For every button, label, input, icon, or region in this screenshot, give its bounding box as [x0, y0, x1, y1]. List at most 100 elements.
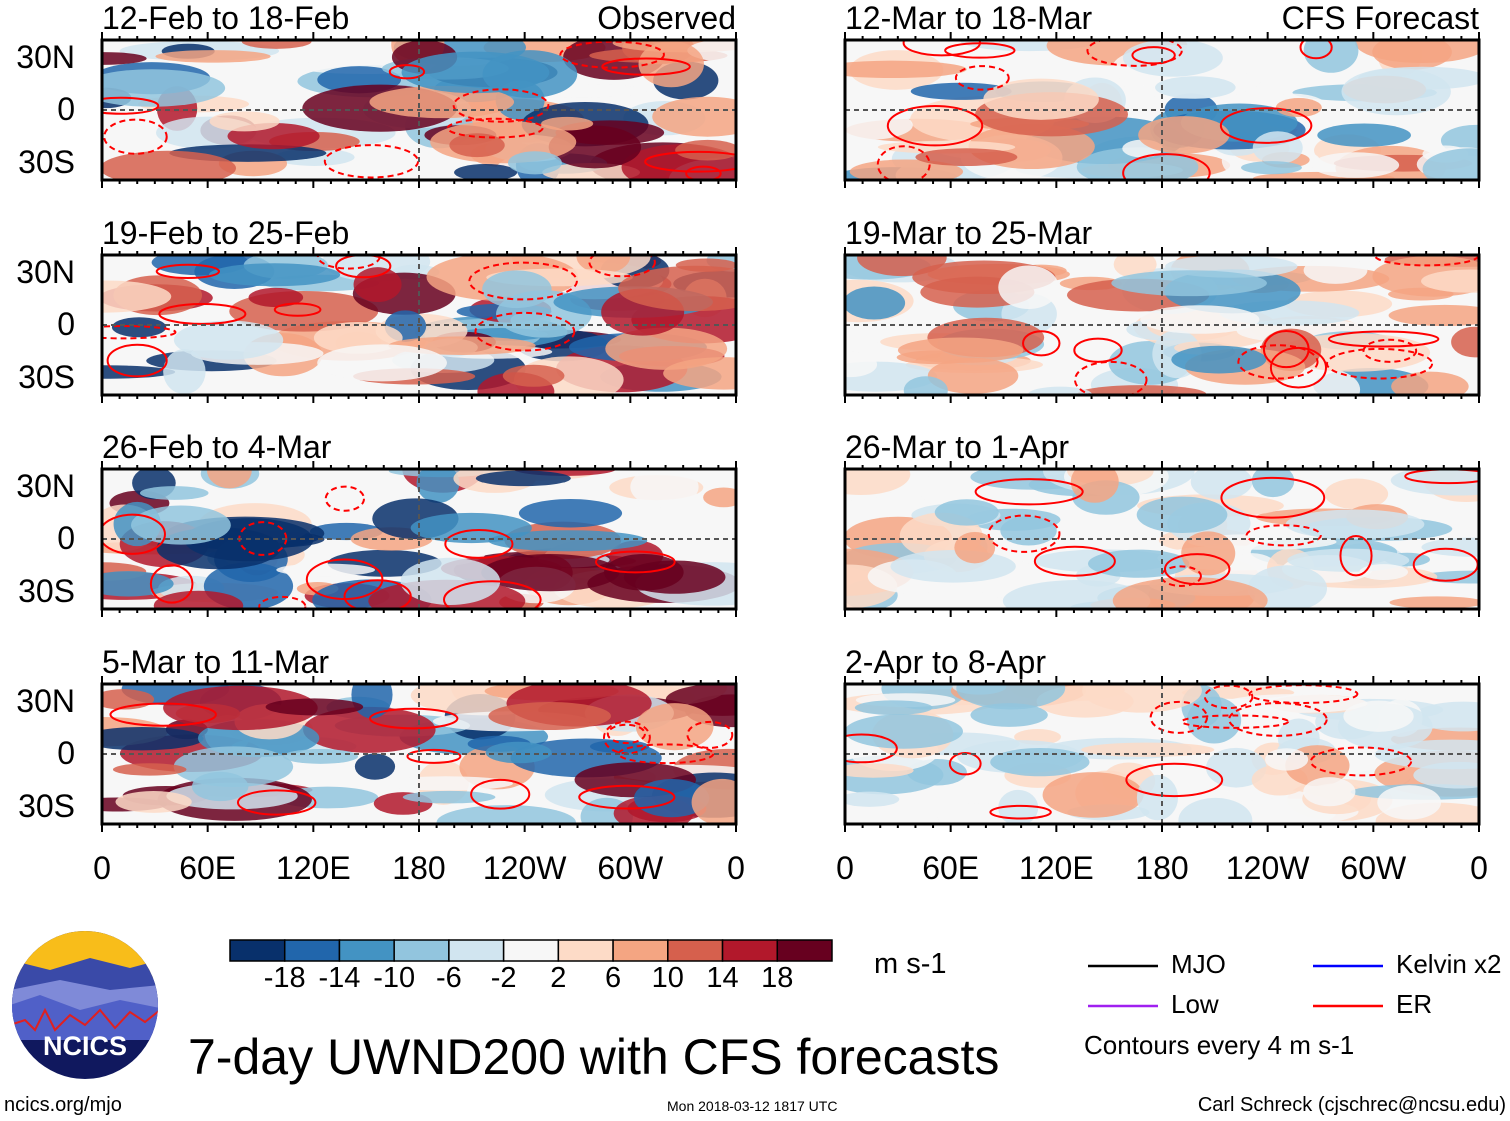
colorbar-label: 18 — [761, 962, 794, 994]
wind-anomaly-blob — [1190, 469, 1253, 500]
wind-anomaly-blob — [1341, 68, 1451, 116]
wind-anomaly-blob — [1042, 772, 1144, 818]
wind-anomaly-blob — [983, 78, 1099, 120]
wind-anomaly-blob — [903, 376, 948, 395]
wind-anomaly-blob — [241, 40, 312, 49]
y-tick-label: 0 — [57, 735, 75, 771]
wind-anomaly-blob — [191, 771, 249, 802]
wind-anomaly-blob — [436, 805, 576, 824]
er-contour — [1122, 153, 1211, 180]
wind-anomaly-blob — [102, 150, 237, 180]
wind-anomaly-blob — [163, 685, 318, 731]
panel-title: 19-Feb to 25-Feb — [102, 215, 350, 251]
wind-anomaly-blob — [208, 263, 341, 287]
er-contour — [155, 263, 221, 280]
colorbar-label: -14 — [318, 962, 361, 994]
colorbar-swatch — [612, 939, 669, 962]
er-contour — [1086, 40, 1183, 67]
er-contour — [1237, 344, 1319, 380]
x-tick-label: 60E — [179, 850, 237, 886]
wind-anomaly-blob — [317, 344, 447, 382]
wind-anomaly-blob — [1388, 304, 1479, 327]
colorbar-swatch — [667, 939, 724, 962]
er-contour — [102, 325, 177, 340]
wind-anomaly-blob — [1451, 326, 1479, 358]
x-tick-label: 0 — [727, 850, 745, 886]
wind-anomaly-blob — [1317, 123, 1411, 147]
er-contour — [1248, 684, 1359, 704]
wind-anomaly-blob — [854, 700, 933, 716]
wind-anomaly-blob — [482, 270, 552, 309]
colorbar-swatch — [338, 939, 395, 962]
wind-anomaly-blob — [990, 747, 1090, 777]
wind-anomaly-blob — [153, 590, 244, 609]
er-contour — [886, 105, 984, 147]
contour-note: Contours every 4 m s-1 — [1084, 1030, 1355, 1060]
wind-anomaly-blob — [845, 351, 878, 378]
er-contour — [594, 550, 676, 574]
wind-anomaly-blob — [542, 163, 640, 180]
er-contour — [617, 743, 715, 765]
wind-anomaly-blob — [1113, 255, 1157, 279]
wind-anomaly-blob — [897, 337, 1024, 364]
er-contour — [1022, 330, 1061, 357]
er-contour — [305, 558, 384, 600]
svg-text:NCICS: NCICS — [43, 1031, 127, 1061]
wind-anomaly-blob — [155, 50, 271, 63]
x-tick-label: 120E — [275, 850, 351, 886]
er-contour — [1220, 476, 1326, 519]
y-tick-label: 30N — [16, 253, 75, 290]
site-url[interactable]: ncics.org/mjo — [4, 1094, 122, 1116]
wind-anomaly-blob — [402, 790, 496, 804]
y-tick-label: 30N — [16, 682, 75, 719]
wind-anomaly-blob — [845, 286, 906, 320]
wind-anomaly-blob — [1140, 305, 1260, 334]
wind-anomaly-blob — [1275, 98, 1322, 118]
colorbar-label: 10 — [651, 962, 684, 994]
panel-title: 26-Mar to 1-Apr — [845, 429, 1070, 465]
wind-anomaly-blob — [1388, 287, 1454, 301]
wind-anomaly-blob — [112, 763, 187, 776]
map-panel — [845, 255, 1479, 395]
er-contour — [1245, 524, 1322, 547]
wind-anomaly-blob — [1252, 131, 1303, 165]
colorbar-label: 6 — [605, 962, 622, 994]
er-contour — [273, 302, 322, 317]
wind-anomaly-blob — [1303, 256, 1368, 284]
er-contour — [1362, 338, 1418, 363]
wind-anomaly-blob — [618, 265, 736, 312]
er-contour — [588, 255, 656, 278]
x-tick-label: 60W — [597, 850, 664, 886]
wind-anomaly-blob — [541, 116, 594, 131]
panel-title: 5-Mar to 11-Mar — [102, 644, 330, 680]
wind-anomaly-blob — [379, 776, 514, 791]
er-contour — [316, 255, 381, 270]
er-contour — [987, 514, 1061, 553]
colorbar-label: 2 — [550, 962, 567, 994]
wind-anomaly-blob — [845, 469, 911, 496]
wind-anomaly-blob — [488, 702, 611, 731]
wind-anomaly-blob — [1181, 531, 1236, 576]
wind-anomaly-blob — [845, 110, 913, 140]
er-contour — [989, 804, 1052, 820]
er-contour — [606, 723, 646, 745]
er-contour — [686, 720, 734, 749]
wind-anomaly-blob — [1136, 774, 1179, 821]
colorbar-label: -6 — [436, 962, 462, 994]
y-tick-label: 0 — [57, 520, 75, 556]
wind-anomaly-blob — [283, 749, 359, 764]
x-tick-label: 0 — [93, 850, 111, 886]
wind-anomaly-blob — [518, 498, 623, 528]
colorbar-swatch — [721, 939, 779, 962]
map-panel — [102, 40, 736, 180]
wind-anomaly-blob — [605, 327, 728, 370]
colorbar-swatch — [229, 939, 286, 962]
wind-anomaly-blob — [845, 60, 967, 79]
wind-anomaly-blob — [845, 791, 900, 807]
wind-anomaly-blob — [1155, 76, 1236, 99]
colorbar-label: -18 — [263, 962, 306, 994]
wind-anomaly-blob — [1138, 116, 1230, 154]
wind-anomaly-blob — [1171, 345, 1267, 374]
wind-anomaly-blob — [369, 85, 515, 119]
panel-title: 19-Mar to 25-Mar — [845, 215, 1093, 251]
